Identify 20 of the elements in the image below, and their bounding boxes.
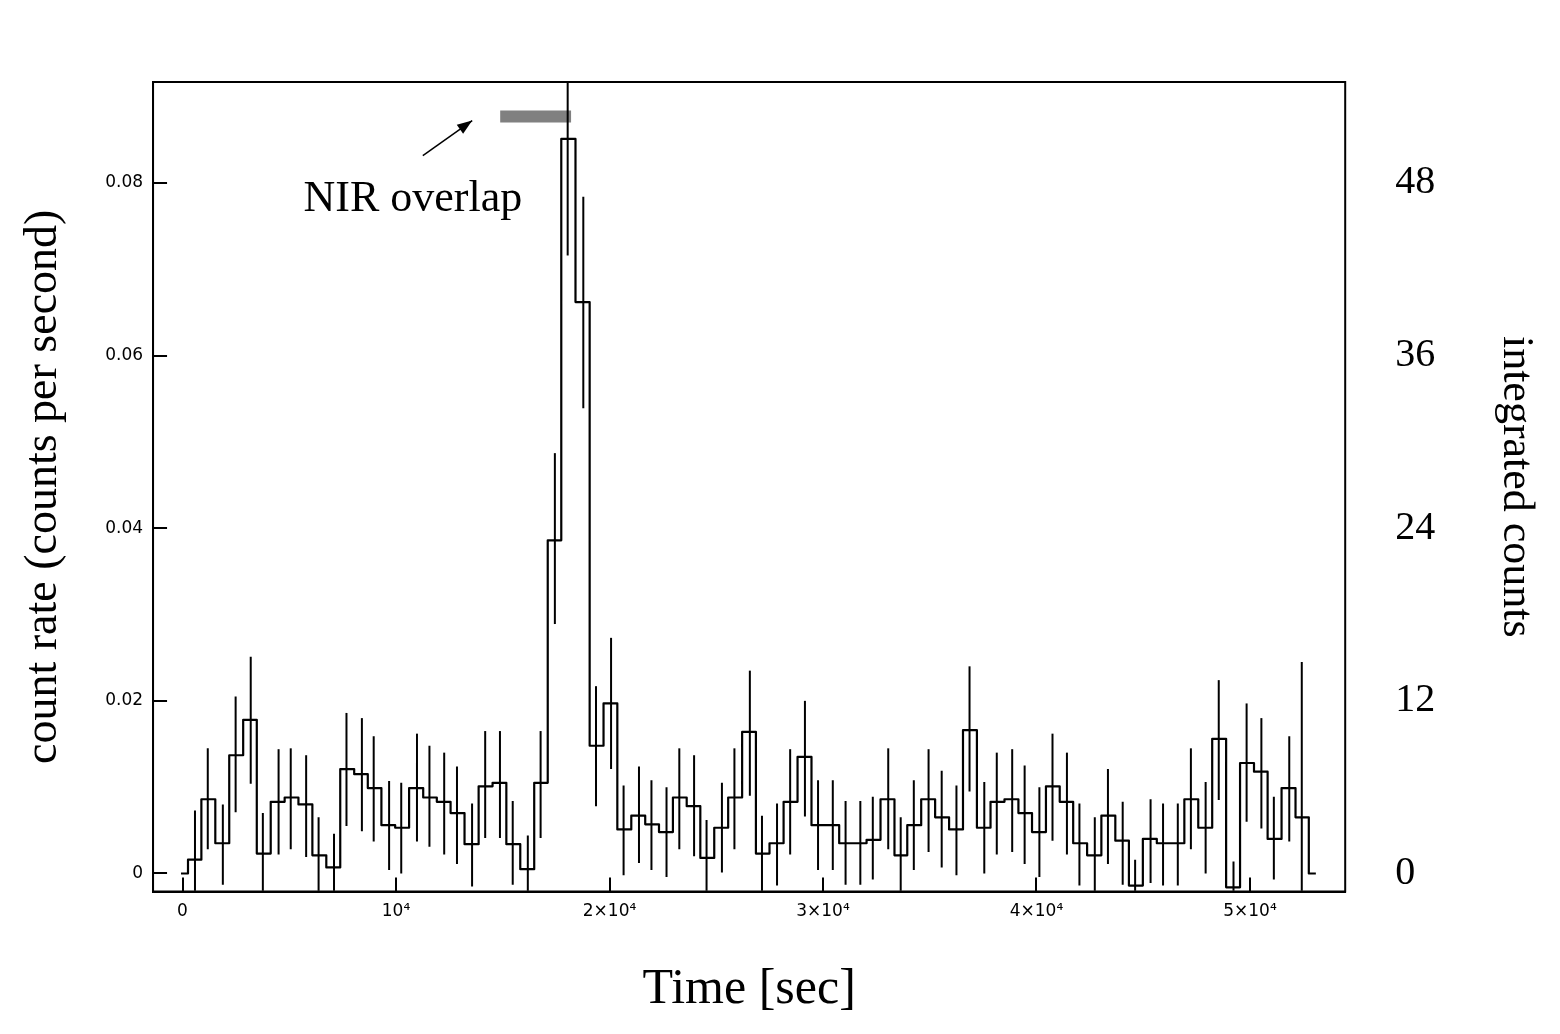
x-tick-label: 3×10⁴ — [796, 900, 850, 921]
y2-tick-label: 36 — [1395, 330, 1436, 376]
y2-tick-label: 0 — [1395, 847, 1416, 893]
y2-tick-label: 12 — [1395, 675, 1436, 721]
x-tick-label: 4×10⁴ — [1009, 900, 1064, 921]
x-tick-label: 0 — [177, 900, 188, 921]
y-tick-label: 0 — [132, 861, 144, 882]
y2-axis-title: integrated counts — [1494, 335, 1544, 638]
y-tick-label: 0.04 — [105, 516, 144, 537]
x-axis-title: Time [sec] — [642, 958, 856, 1015]
y-tick-label: 0.06 — [105, 344, 144, 365]
y2-tick-label: 48 — [1395, 157, 1436, 203]
y-tick-label: 0.02 — [105, 689, 144, 710]
y-axis-title: count rate (counts per second) — [14, 209, 66, 764]
y2-tick-label: 24 — [1395, 502, 1436, 548]
y-tick-label: 0.08 — [105, 171, 144, 192]
x-tick-label: 10⁴ — [381, 900, 411, 921]
x-tick-label: 2×10⁴ — [582, 900, 637, 921]
annotation: NIR overlap — [303, 171, 523, 221]
x-tick-label: 5×10⁴ — [1223, 900, 1277, 921]
